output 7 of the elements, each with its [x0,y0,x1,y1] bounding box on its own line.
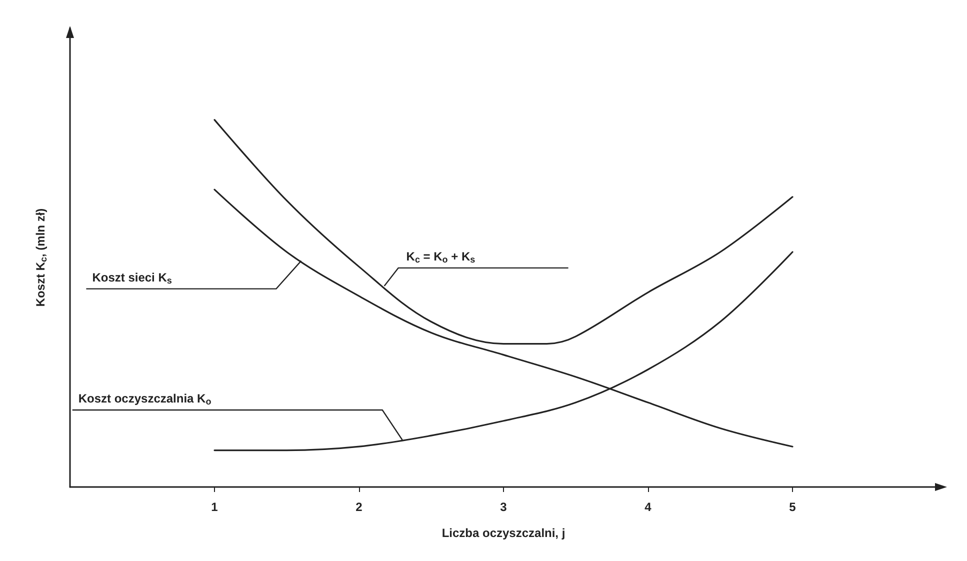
x-tick-label: 2 [356,500,363,514]
x-tick-label: 3 [500,500,508,514]
x-axis-title: Liczba oczyszczalni, j [442,526,566,540]
x-tick-label: 1 [211,500,218,514]
x-tick-label: 4 [644,500,652,514]
x-tick-label: 5 [789,500,796,514]
y-axis-title: Koszt Kc, (mln zł) [34,208,48,307]
